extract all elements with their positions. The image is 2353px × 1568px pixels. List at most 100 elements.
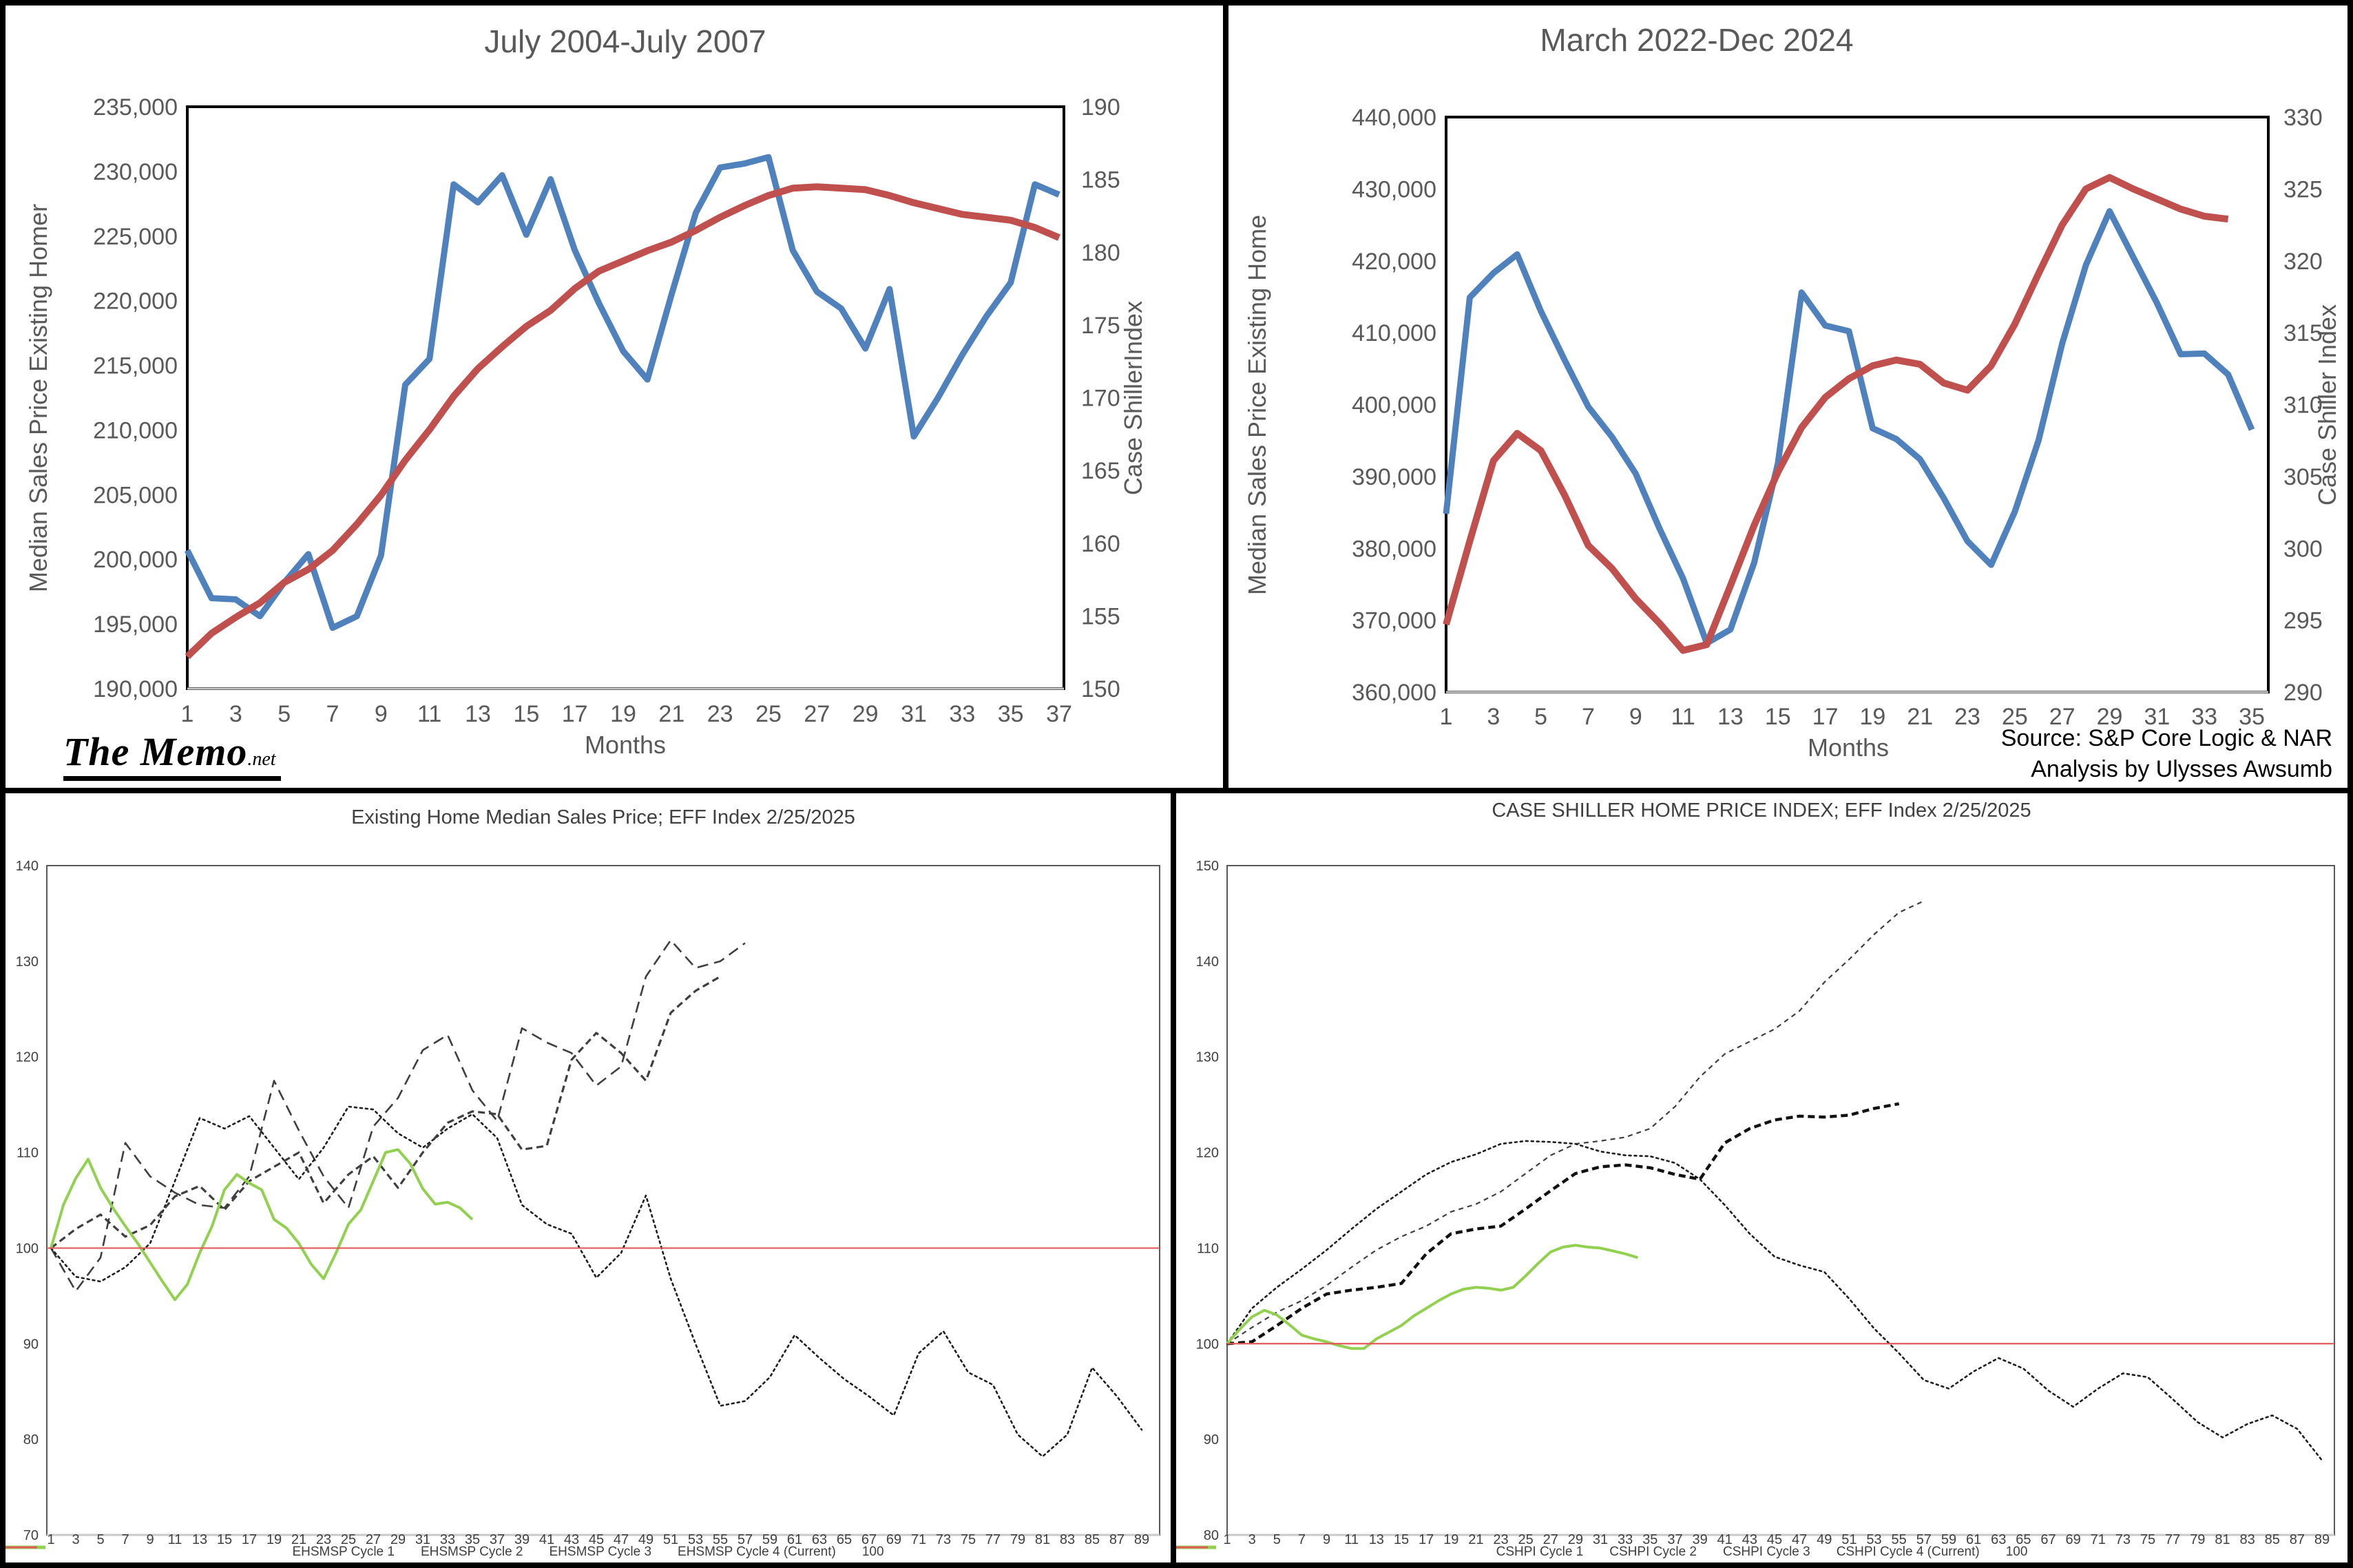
y-left-tick: 390,000 — [1352, 464, 1436, 490]
x-tick: 55 — [1892, 1532, 1907, 1545]
x-tick: 21 — [1468, 1532, 1483, 1545]
y-left-tick: 110 — [17, 1146, 39, 1161]
series-ehsmsp-cycle-1 — [50, 939, 746, 1293]
x-tick: 27 — [804, 701, 830, 727]
x-tick: 35 — [1642, 1532, 1657, 1545]
x-tick: 25 — [2002, 704, 2028, 730]
y-right-tick: 150 — [1081, 676, 1120, 702]
x-tick: 67 — [2040, 1532, 2056, 1545]
y-left-tick: 430,000 — [1352, 176, 1436, 202]
y-left-axis-title: Median Sales Price Existing Home — [1243, 215, 1271, 595]
x-tick: 81 — [2215, 1532, 2230, 1545]
y-right-tick: 295 — [2283, 608, 2323, 634]
x-tick: 1 — [1440, 704, 1453, 730]
x-tick: 25 — [755, 701, 782, 727]
y-right-tick: 170 — [1081, 386, 1120, 412]
x-tick: 25 — [341, 1532, 356, 1545]
y-left-tick: 200,000 — [93, 547, 178, 573]
x-tick: 53 — [1866, 1532, 1881, 1545]
source-line-2: Analysis by Ulysses Awsumb — [2031, 755, 2332, 782]
y-left-tick: 220,000 — [93, 289, 178, 315]
y-left-tick: 210,000 — [93, 417, 178, 443]
y-left-tick: 400,000 — [1352, 393, 1436, 419]
x-tick: 11 — [1671, 704, 1695, 730]
y-left-tick: 70 — [23, 1528, 39, 1543]
legend-item-ehsmsp-cycle2: EHSMSP Cycle 2 — [6, 1545, 523, 1560]
y-right-tick: 180 — [1081, 240, 1120, 266]
the-memo-logo: The Memo.net — [63, 729, 281, 781]
legend-label: CSHPI Cycle 3 — [1723, 1545, 1810, 1559]
legend-item-cshpi-cycle4: CSHPI Cycle 4 (Current) — [1176, 1545, 1980, 1560]
x-tick: 15 — [217, 1532, 232, 1545]
x-tick: 43 — [1742, 1532, 1757, 1545]
x-tick: 51 — [1841, 1532, 1857, 1545]
legend-item-100: 100 — [6, 1545, 884, 1560]
x-tick: 29 — [2097, 704, 2123, 730]
legend-item-ehsmsp-cycle1: EHSMSP Cycle 1 — [6, 1545, 395, 1560]
x-tick: 3 — [1248, 1532, 1256, 1545]
x-tick: 83 — [2239, 1532, 2255, 1545]
x-tick: 17 — [1419, 1532, 1434, 1545]
x-tick: 43 — [564, 1532, 579, 1545]
panel-bottom-right-chart: CASE SHILLER HOME PRICE INDEX; EFF Index… — [1176, 793, 2347, 1562]
series-case-shiller-index — [1443, 174, 2229, 654]
x-tick: 19 — [1443, 1532, 1458, 1545]
x-tick: 31 — [901, 701, 927, 727]
legend-item-100: 100 — [1176, 1545, 2027, 1560]
y-left-axis-title: Median Sales Price Existing Homer — [24, 204, 52, 592]
series-cshpi-cycle-3 — [1226, 1102, 1900, 1346]
y-left-tick: 90 — [1204, 1432, 1219, 1447]
series-ehsmsp-cycle-2 — [50, 1105, 1143, 1458]
x-tick: 13 — [1369, 1532, 1384, 1545]
x-tick: 47 — [1792, 1532, 1807, 1545]
legend-ehsmsp: EHSMSP Cycle 1 EHSMSP Cycle 2 EHSMSP Cyc… — [6, 1545, 1171, 1560]
y-right-tick: 300 — [2283, 536, 2323, 562]
x-tick: 27 — [366, 1532, 381, 1545]
y-right-tick: 310 — [2283, 393, 2323, 419]
y-left-tick: 80 — [1204, 1528, 1219, 1543]
y-right-axis-title: Case ShillerIndex — [1119, 301, 1147, 495]
series-cshpi-cycle-4-current- — [1226, 1244, 1638, 1350]
x-tick: 37 — [490, 1532, 505, 1545]
x-tick: 39 — [514, 1532, 530, 1545]
x-tick: 3 — [229, 701, 242, 727]
y-right-tick: 305 — [2283, 464, 2323, 490]
y-right-tick: 190 — [1081, 94, 1120, 121]
y-left-tick: 380,000 — [1352, 536, 1436, 562]
y-right-tick: 320 — [2283, 249, 2323, 275]
x-tick: 11 — [168, 1532, 182, 1545]
x-tick: 51 — [663, 1532, 678, 1545]
x-tick: 9 — [1629, 704, 1642, 730]
y-left-tick: 230,000 — [93, 159, 178, 185]
y-right-tick: 330 — [2283, 105, 2323, 131]
chart-title: July 2004-July 2007 — [484, 23, 766, 59]
x-tick: 13 — [1717, 704, 1744, 730]
y-left-tick: 215,000 — [93, 353, 178, 379]
y-left-tick: 100 — [16, 1241, 39, 1256]
x-tick: 75 — [961, 1532, 976, 1545]
x-tick: 1 — [47, 1532, 54, 1545]
x-tick: 27 — [2049, 704, 2075, 730]
x-tick: 23 — [316, 1532, 331, 1545]
x-tick: 31 — [1593, 1532, 1608, 1545]
x-tick: 29 — [1568, 1532, 1583, 1545]
y-left-tick: 195,000 — [93, 611, 178, 638]
x-tick: 65 — [837, 1532, 852, 1545]
x-tick: 17 — [242, 1532, 257, 1545]
x-tick: 59 — [1941, 1532, 1956, 1545]
y-left-tick: 420,000 — [1352, 249, 1436, 275]
legend-item-cshpi-cycle2: CSHPI Cycle 2 — [1176, 1545, 1697, 1560]
x-tick: 69 — [2066, 1532, 2081, 1545]
x-tick: 11 — [1344, 1532, 1359, 1545]
y-right-tick: 175 — [1081, 313, 1120, 339]
logo-underline — [63, 776, 281, 781]
y-left-tick: 225,000 — [93, 224, 178, 250]
x-tick: 71 — [911, 1532, 926, 1545]
x-tick: 75 — [2140, 1532, 2155, 1545]
x-tick: 63 — [1991, 1532, 2006, 1545]
x-tick: 15 — [1394, 1532, 1409, 1545]
y-right-tick: 290 — [2283, 680, 2323, 706]
y-right-tick: 325 — [2283, 176, 2323, 202]
x-tick: 45 — [1767, 1532, 1782, 1545]
